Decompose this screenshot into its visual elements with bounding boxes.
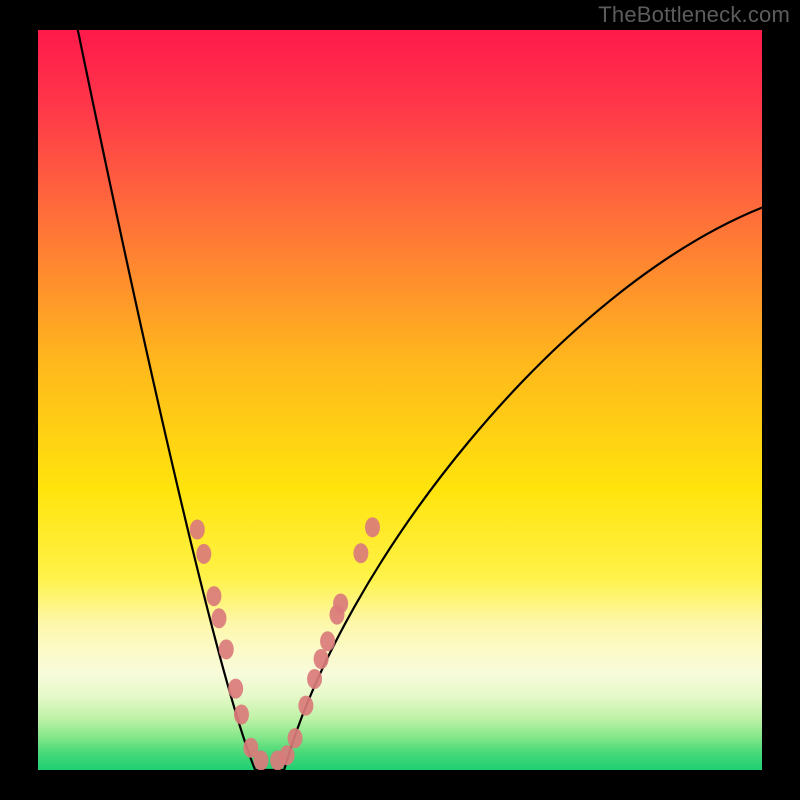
marker-point — [190, 520, 205, 540]
marker-point — [196, 544, 211, 564]
plot-area — [38, 30, 762, 770]
chart-frame: TheBottleneck.com — [0, 0, 800, 800]
marker-point — [219, 639, 234, 659]
marker-point — [253, 750, 268, 770]
marker-point — [212, 608, 227, 628]
marker-point — [280, 745, 295, 765]
marker-point — [298, 696, 313, 716]
marker-point — [365, 517, 380, 537]
gradient-background — [38, 30, 762, 770]
marker-point — [234, 705, 249, 725]
marker-point — [228, 679, 243, 699]
plot-svg — [38, 30, 762, 770]
marker-point — [206, 586, 221, 606]
marker-point — [353, 543, 368, 563]
marker-point — [320, 631, 335, 651]
marker-point — [333, 594, 348, 614]
watermark-text: TheBottleneck.com — [598, 2, 790, 28]
marker-point — [288, 728, 303, 748]
marker-point — [314, 649, 329, 669]
marker-point — [307, 669, 322, 689]
